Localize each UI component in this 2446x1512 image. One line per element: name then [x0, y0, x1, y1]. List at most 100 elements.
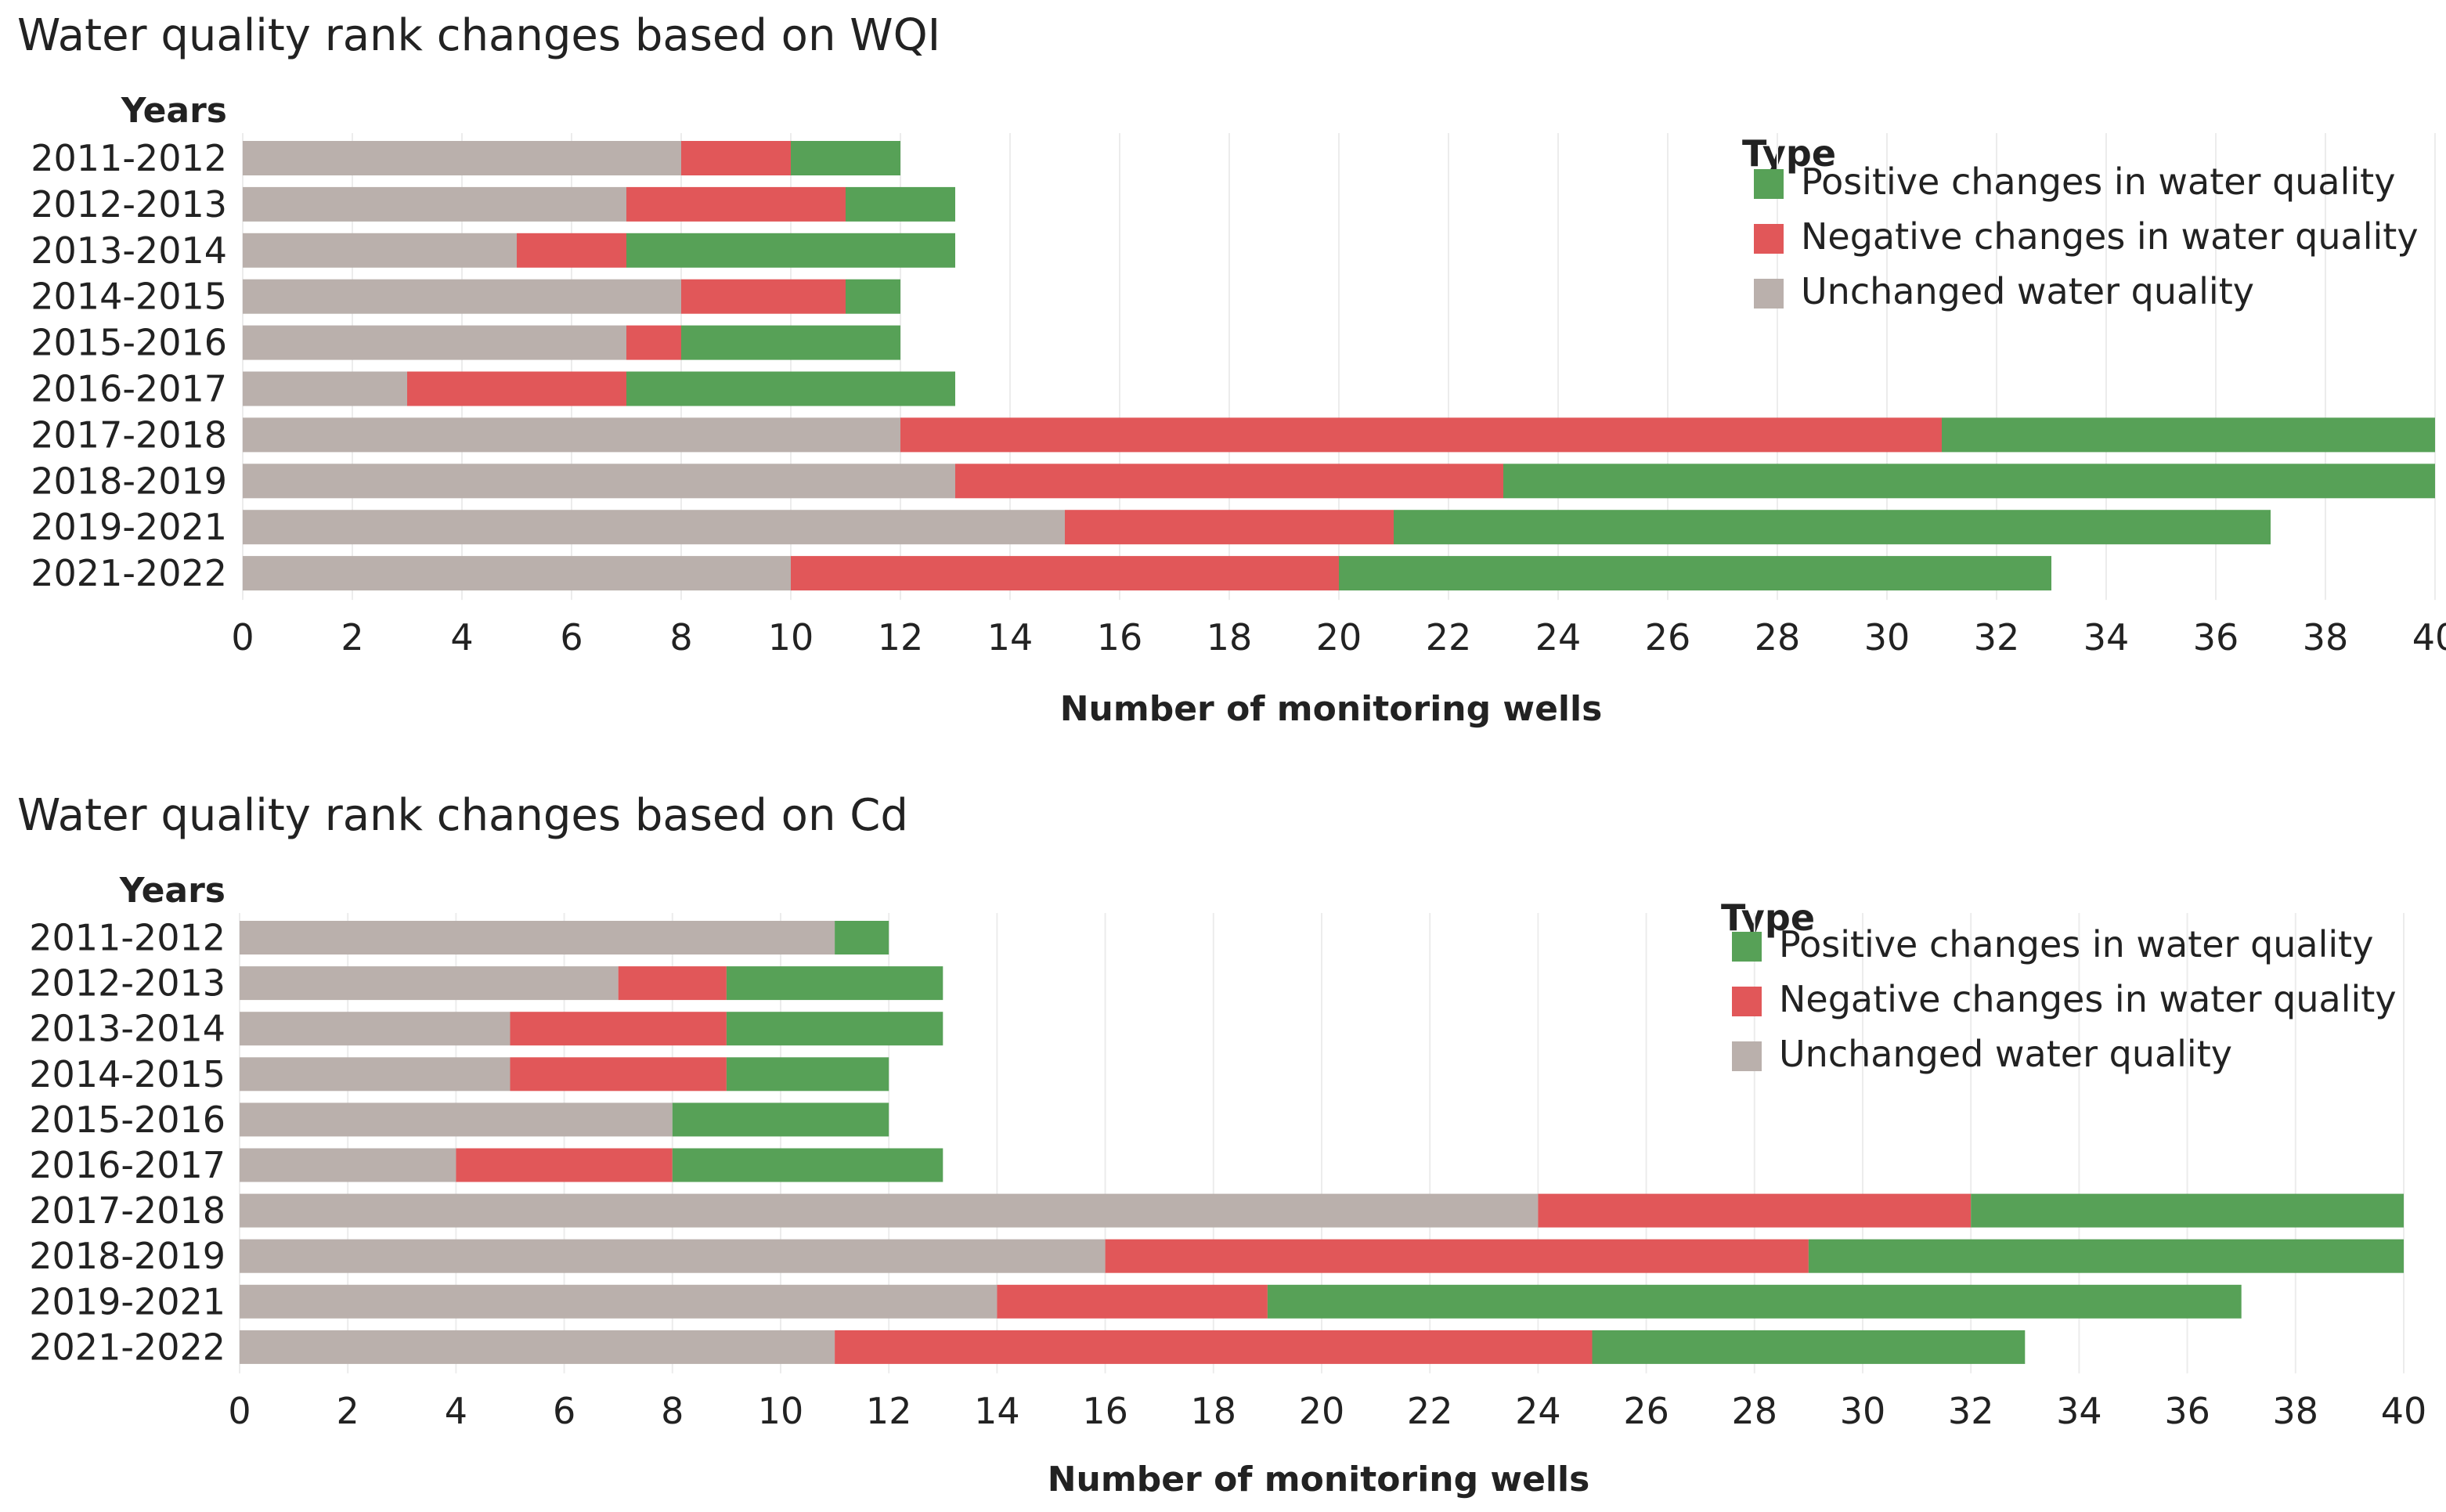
x-tick-label: 10	[768, 616, 814, 659]
bar-positive	[1339, 556, 2051, 591]
legend-label-positive: Positive changes in water quality	[1779, 923, 2373, 965]
bar-unchanged	[240, 1148, 456, 1182]
y-tick-label: 2011-2012	[31, 137, 227, 179]
legend: Positive changes in water quality Negativ…	[1732, 923, 2397, 1075]
y-tick-label: 2012-2013	[29, 962, 225, 1005]
x-tick-label: 6	[553, 1390, 575, 1432]
bar-positive	[672, 1102, 889, 1137]
x-tick-label: 26	[1623, 1390, 1669, 1432]
x-tick-label: 36	[2164, 1390, 2210, 1432]
x-tick-label: 16	[1082, 1390, 1128, 1432]
legend-title: Type	[1742, 132, 1836, 175]
y-tick-label: 2018-2019	[29, 1235, 225, 1277]
x-tick-label: 20	[1316, 616, 1362, 659]
y-axis-title: Years	[119, 871, 225, 911]
bar-positive	[726, 1057, 889, 1092]
bar-negative	[456, 1148, 673, 1182]
y-tick-label: 2011-2012	[29, 917, 225, 959]
bar-negative	[681, 279, 846, 314]
y-tick-label: 2013-2014	[31, 229, 227, 272]
bar-unchanged	[240, 1057, 510, 1092]
x-tick-label: 12	[866, 1390, 912, 1432]
x-tick-label: 12	[878, 616, 924, 659]
bar-negative	[835, 1330, 1593, 1364]
x-tick-label: 40	[2381, 1390, 2427, 1432]
y-tick-labels: 2011-20122012-20132013-20142014-20152015…	[31, 137, 227, 594]
x-tick-label: 34	[2056, 1390, 2102, 1432]
legend-swatch-positive	[1754, 169, 1784, 199]
x-tick-label: 0	[231, 616, 254, 659]
x-tick-label: 38	[2273, 1390, 2319, 1432]
y-tick-label: 2016-2017	[29, 1144, 225, 1186]
y-tick-label: 2015-2016	[29, 1099, 225, 1141]
x-tick-label: 24	[1535, 616, 1582, 659]
bar-negative	[510, 1057, 727, 1092]
y-tick-label: 2021-2022	[31, 552, 227, 594]
bar-positive	[1808, 1239, 2404, 1273]
bar-negative	[1105, 1239, 1809, 1273]
x-tick-label: 36	[2193, 616, 2239, 659]
x-tick-label: 10	[758, 1390, 804, 1432]
bar-positive	[672, 1148, 943, 1182]
bar-negative	[955, 464, 1503, 499]
x-tick-label: 14	[987, 616, 1034, 659]
bar-positive	[1592, 1330, 2026, 1364]
bar-unchanged	[240, 1012, 510, 1046]
bars	[240, 921, 2404, 1364]
bar-unchanged	[240, 1102, 673, 1137]
x-tick-label: 30	[1840, 1390, 1886, 1432]
y-tick-label: 2018-2019	[31, 460, 227, 502]
x-tick-label: 8	[669, 616, 692, 659]
bar-negative	[681, 141, 791, 175]
bar-positive	[835, 921, 889, 954]
x-tick-label: 22	[1407, 1390, 1453, 1432]
legend-swatch-negative	[1732, 987, 1762, 1016]
bar-unchanged	[243, 464, 955, 499]
x-tick-label: 4	[445, 1390, 467, 1432]
x-tick-label: 6	[560, 616, 583, 659]
bar-negative	[626, 325, 681, 360]
bar-negative	[1065, 510, 1394, 545]
x-tick-label: 2	[337, 1390, 359, 1432]
x-tick-label: 24	[1515, 1390, 1561, 1432]
bar-positive	[726, 1012, 943, 1046]
bar-negative	[618, 966, 727, 1001]
x-tick-label: 40	[2412, 616, 2446, 659]
legend-label-negative: Negative changes in water quality	[1779, 978, 2397, 1020]
y-tick-label: 2019-2021	[31, 506, 227, 548]
x-axis-title: Number of monitoring wells	[1048, 1460, 1590, 1499]
legend-swatch-positive	[1732, 932, 1762, 962]
x-tick-label: 34	[2083, 616, 2130, 659]
y-tick-label: 2017-2018	[31, 413, 227, 456]
bar-positive	[726, 966, 943, 1001]
bar-positive	[1503, 464, 2435, 499]
bar-positive	[1971, 1193, 2404, 1228]
y-tick-label: 2012-2013	[31, 183, 227, 226]
legend-swatch-unchanged	[1754, 279, 1784, 309]
x-tick-label: 14	[974, 1390, 1020, 1432]
y-tick-label: 2016-2017	[31, 368, 227, 410]
bar-unchanged	[240, 1193, 1539, 1228]
bar-positive	[846, 279, 900, 314]
bar-positive	[1267, 1284, 2242, 1319]
bar-unchanged	[243, 279, 681, 314]
bar-positive	[846, 186, 955, 222]
bar-unchanged	[243, 510, 1065, 545]
bar-unchanged	[240, 1330, 835, 1364]
bar-positive	[626, 371, 955, 406]
bar-negative	[510, 1012, 727, 1046]
legend-label-positive: Positive changes in water quality	[1801, 161, 2395, 203]
x-tick-label: 20	[1299, 1390, 1345, 1432]
bar-unchanged	[243, 186, 626, 222]
legend-swatch-negative	[1754, 224, 1784, 254]
bar-unchanged	[240, 1284, 998, 1319]
legend: Positive changes in water quality Negativ…	[1754, 161, 2419, 312]
legend-swatch-unchanged	[1732, 1041, 1762, 1071]
x-tick-label: 8	[661, 1390, 684, 1432]
x-axis-title: Number of monitoring wells	[1060, 689, 1603, 729]
x-tick-label: 0	[228, 1390, 251, 1432]
x-tick-label: 22	[1426, 616, 1472, 659]
